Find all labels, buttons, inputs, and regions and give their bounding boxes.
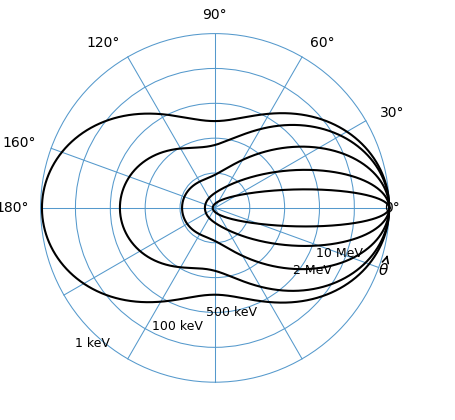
Text: 10 MeV: 10 MeV [316,247,363,260]
Text: 120°: 120° [86,36,120,50]
Text: 2 MeV: 2 MeV [293,264,332,277]
Text: 180°: 180° [0,201,30,215]
Text: $\theta$: $\theta$ [378,256,389,278]
Text: 0°: 0° [384,201,400,215]
Text: 30°: 30° [379,106,404,120]
Text: 160°: 160° [3,136,36,150]
Text: 1 keV: 1 keV [76,337,110,350]
Text: 100 keV: 100 keV [152,320,203,333]
Text: 60°: 60° [310,36,335,50]
Text: 90°: 90° [202,8,227,22]
Text: 500 keV: 500 keV [206,306,257,319]
